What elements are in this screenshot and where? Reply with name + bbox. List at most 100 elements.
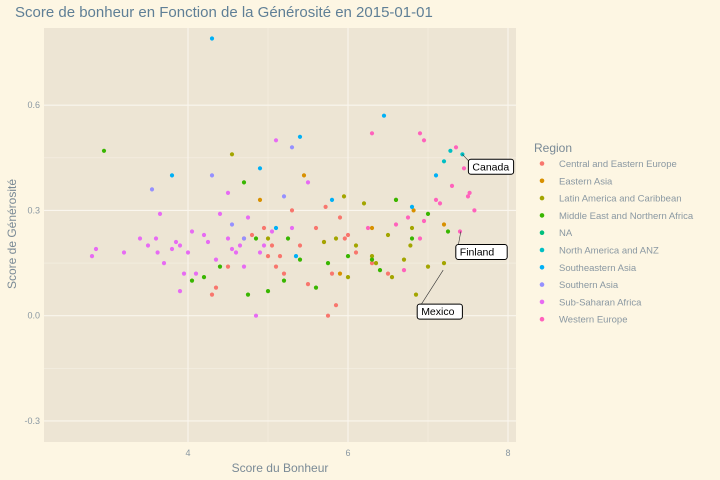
- legend-key: [539, 161, 545, 166]
- data-point: [281, 194, 287, 199]
- data-point: [273, 264, 279, 269]
- data-point: [241, 180, 247, 185]
- data-point: [433, 197, 439, 202]
- data-point: [177, 289, 183, 294]
- legend-key: [539, 213, 545, 218]
- data-point: [305, 180, 311, 185]
- legend-entry: Southern Asia: [539, 280, 619, 291]
- legend-entry: Latin America and Caribbean: [539, 194, 682, 205]
- data-point: [177, 243, 183, 248]
- y-tick-label: 0.3: [27, 205, 40, 215]
- data-point: [273, 138, 279, 143]
- data-point: [472, 208, 477, 213]
- legend-key: [539, 299, 545, 305]
- data-point: [393, 197, 399, 202]
- x-tick-label: 4: [185, 448, 190, 458]
- legend-label: Southern Asia: [559, 280, 619, 291]
- data-point: [277, 254, 283, 259]
- data-point: [281, 278, 287, 283]
- data-point: [323, 204, 328, 209]
- data-point: [345, 254, 351, 259]
- data-point: [433, 173, 439, 178]
- data-point: [408, 243, 413, 248]
- annotations: Canada Finland Mexico: [416, 154, 515, 320]
- legend-key: [539, 195, 545, 201]
- data-point: [209, 36, 215, 41]
- data-point: [401, 257, 407, 262]
- data-point: [365, 225, 371, 231]
- data-point: [385, 271, 391, 276]
- data-point: [169, 246, 175, 252]
- legend-key: [539, 282, 545, 287]
- legend-entry: Western Europe: [539, 315, 627, 326]
- data-point: [381, 113, 387, 118]
- legend-key: [539, 247, 545, 253]
- data-point: [217, 264, 223, 269]
- data-point: [369, 225, 375, 231]
- data-point: [385, 232, 391, 238]
- data-point: [289, 225, 295, 231]
- data-point: [297, 243, 303, 248]
- data-point: [329, 197, 335, 202]
- legend-entry: NA: [539, 228, 573, 239]
- data-point: [101, 148, 107, 153]
- legend-key: [539, 230, 545, 235]
- data-point: [421, 218, 427, 224]
- data-point: [467, 190, 472, 195]
- data-point: [229, 152, 235, 157]
- legend-label: Latin America and Caribbean: [559, 194, 682, 205]
- data-point: [265, 254, 271, 259]
- annotation-box: [416, 303, 463, 320]
- data-point: [297, 257, 303, 262]
- chart-title: Score de bonheur en Fonction de la Génér…: [15, 4, 433, 21]
- annotation-canada: Canada: [462, 154, 515, 175]
- data-point: [445, 229, 451, 234]
- data-point: [249, 232, 255, 238]
- data-point: [325, 261, 331, 266]
- data-point: [341, 194, 347, 199]
- data-point: [369, 254, 375, 259]
- legend-title: Region: [534, 141, 572, 155]
- legend: Central and Eastern Europe Eastern Asia La…: [539, 159, 694, 326]
- data-point: [441, 159, 447, 164]
- data-point: [257, 166, 263, 171]
- data-point: [253, 313, 259, 318]
- data-point: [337, 271, 343, 276]
- data-point: [409, 236, 415, 241]
- data-point: [297, 134, 303, 139]
- data-point: [437, 201, 443, 206]
- data-point: [181, 271, 187, 276]
- data-point: [241, 264, 247, 269]
- data-point: [369, 261, 375, 266]
- data-point: [265, 236, 271, 241]
- data-point: [301, 173, 307, 178]
- data-point: [361, 201, 367, 206]
- data-point: [229, 246, 235, 252]
- x-axis-title: Score du Bonheur: [232, 461, 329, 475]
- data-point: [425, 211, 431, 216]
- data-point: [465, 194, 471, 199]
- legend-entry: Sub-Saharan Africa: [539, 297, 642, 308]
- data-point: [253, 236, 259, 241]
- annotation-box: [467, 158, 515, 175]
- data-point: [93, 246, 99, 252]
- data-point: [325, 313, 331, 318]
- data-point: [213, 257, 219, 262]
- data-point: [353, 243, 359, 248]
- data-point: [201, 275, 207, 280]
- data-point: [289, 208, 295, 213]
- data-point: [189, 229, 195, 234]
- data-point: [453, 145, 459, 150]
- data-point: [313, 225, 319, 231]
- data-point: [269, 243, 275, 248]
- data-point: [405, 215, 411, 220]
- data-point: [257, 197, 263, 202]
- data-point: [333, 303, 339, 308]
- annotation-finland: Finland: [455, 231, 508, 260]
- legend-label: Western Europe: [559, 315, 627, 326]
- data-point: [201, 232, 207, 238]
- data-point: [157, 211, 163, 216]
- legend-key: [539, 265, 545, 270]
- data-point: [153, 236, 159, 241]
- data-points: [89, 36, 477, 318]
